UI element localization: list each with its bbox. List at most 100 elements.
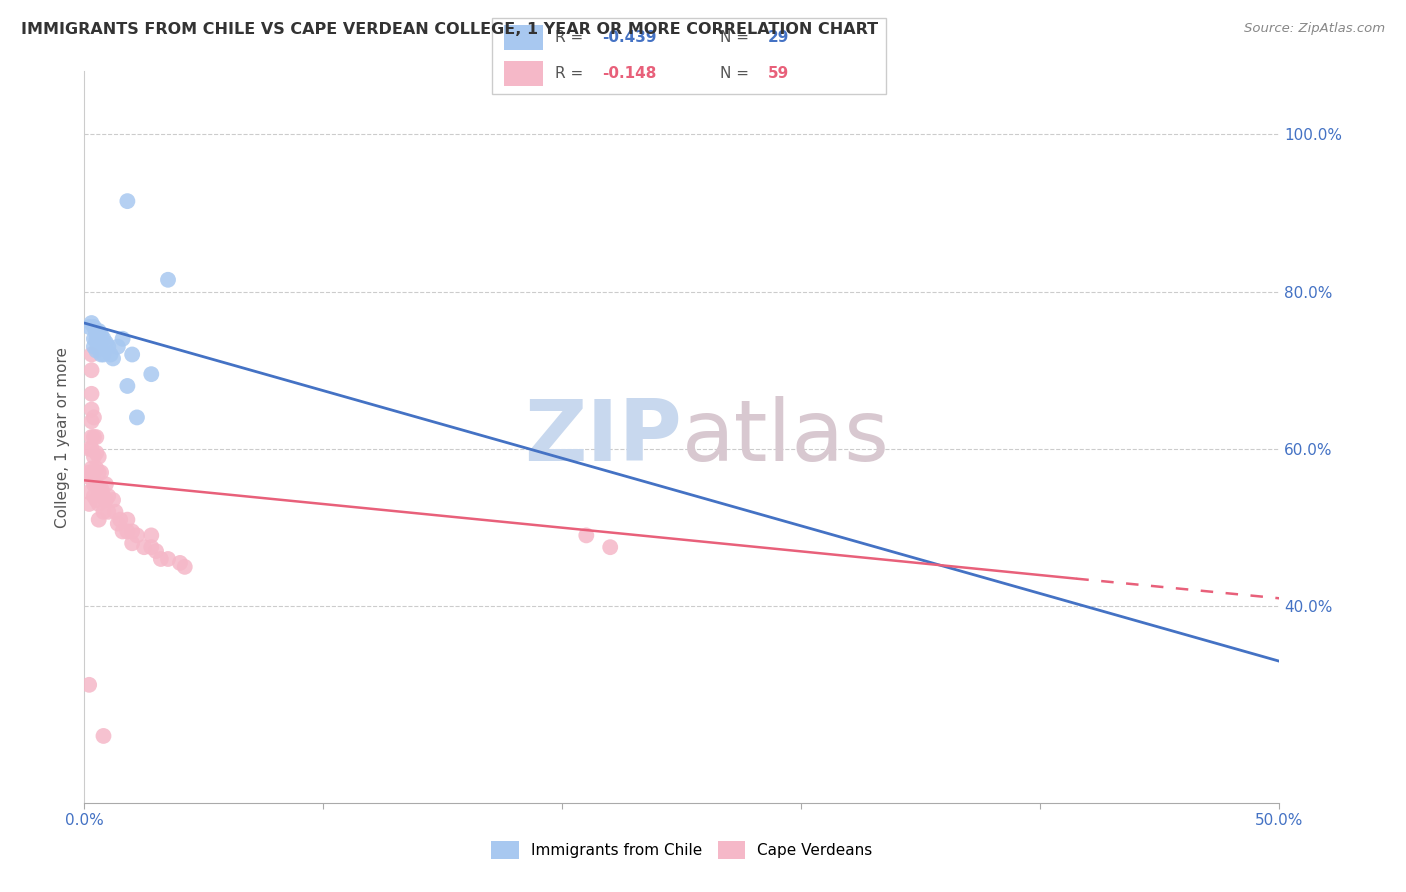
Text: Source: ZipAtlas.com: Source: ZipAtlas.com bbox=[1244, 22, 1385, 36]
Point bbox=[86, 430, 108, 444]
Point bbox=[111, 524, 134, 539]
Point bbox=[83, 320, 105, 334]
Point bbox=[117, 194, 139, 208]
Point bbox=[110, 513, 132, 527]
Legend: Immigrants from Chile, Cape Verdeans: Immigrants from Chile, Cape Verdeans bbox=[485, 835, 879, 864]
Point bbox=[77, 320, 100, 334]
Point bbox=[86, 477, 108, 491]
Point bbox=[121, 347, 143, 361]
Point bbox=[80, 414, 103, 428]
Text: -0.439: -0.439 bbox=[602, 30, 657, 45]
Point bbox=[107, 340, 129, 354]
Point bbox=[90, 466, 112, 480]
Point bbox=[90, 481, 112, 495]
Point bbox=[97, 489, 120, 503]
Point bbox=[87, 332, 110, 346]
Point bbox=[87, 497, 110, 511]
Y-axis label: College, 1 year or more: College, 1 year or more bbox=[55, 347, 70, 527]
Point bbox=[117, 513, 139, 527]
Point bbox=[86, 343, 108, 358]
Point bbox=[83, 430, 105, 444]
Point bbox=[83, 450, 105, 464]
Point bbox=[90, 335, 112, 350]
Point bbox=[145, 544, 167, 558]
Point bbox=[169, 556, 191, 570]
Text: 59: 59 bbox=[768, 66, 789, 81]
Text: N =: N = bbox=[720, 66, 754, 81]
Point bbox=[157, 552, 180, 566]
Point bbox=[87, 466, 110, 480]
Text: 29: 29 bbox=[768, 30, 789, 45]
Point bbox=[132, 540, 156, 554]
Point bbox=[83, 466, 105, 480]
Point bbox=[93, 729, 115, 743]
Point bbox=[77, 466, 100, 480]
Point bbox=[157, 273, 180, 287]
Point bbox=[80, 402, 103, 417]
Text: -0.148: -0.148 bbox=[602, 66, 657, 81]
Point bbox=[83, 489, 105, 503]
Point bbox=[86, 493, 108, 508]
Point bbox=[90, 327, 112, 342]
Point bbox=[83, 477, 105, 491]
Point bbox=[107, 516, 129, 531]
Point bbox=[121, 524, 143, 539]
Point bbox=[80, 442, 103, 456]
Point bbox=[83, 340, 105, 354]
Point bbox=[83, 332, 105, 346]
Point bbox=[94, 493, 117, 508]
Point bbox=[97, 340, 120, 354]
Point bbox=[100, 347, 122, 361]
Point bbox=[87, 450, 110, 464]
Point bbox=[121, 536, 143, 550]
Point bbox=[80, 430, 103, 444]
Point bbox=[575, 528, 598, 542]
Point bbox=[80, 363, 103, 377]
Point bbox=[141, 528, 163, 542]
Point bbox=[94, 335, 117, 350]
Point bbox=[93, 347, 115, 361]
Point bbox=[87, 481, 110, 495]
Point bbox=[86, 461, 108, 475]
Point bbox=[149, 552, 172, 566]
Point bbox=[141, 367, 163, 381]
Text: R =: R = bbox=[555, 30, 588, 45]
Point bbox=[77, 442, 100, 456]
Point bbox=[90, 347, 112, 361]
Point bbox=[87, 513, 110, 527]
Point bbox=[86, 324, 108, 338]
Point bbox=[93, 505, 115, 519]
Point bbox=[117, 524, 139, 539]
Point bbox=[80, 461, 103, 475]
Point bbox=[125, 410, 148, 425]
Point bbox=[97, 505, 120, 519]
Point bbox=[111, 332, 134, 346]
Point bbox=[86, 327, 108, 342]
Point bbox=[80, 347, 103, 361]
Point bbox=[599, 540, 621, 554]
Point bbox=[86, 446, 108, 460]
Bar bbox=[503, 61, 543, 87]
Point bbox=[86, 334, 108, 348]
Point bbox=[173, 559, 195, 574]
Point bbox=[93, 332, 115, 346]
Point bbox=[125, 528, 148, 542]
Point bbox=[77, 678, 100, 692]
Point bbox=[80, 316, 103, 330]
Point bbox=[93, 489, 115, 503]
Text: R =: R = bbox=[555, 66, 588, 81]
Point bbox=[87, 324, 110, 338]
Point bbox=[141, 540, 163, 554]
Point bbox=[101, 351, 124, 366]
Point bbox=[77, 497, 100, 511]
Point bbox=[83, 410, 105, 425]
Point bbox=[77, 485, 100, 500]
Point bbox=[76, 469, 98, 483]
Text: IMMIGRANTS FROM CHILE VS CAPE VERDEAN COLLEGE, 1 YEAR OR MORE CORRELATION CHART: IMMIGRANTS FROM CHILE VS CAPE VERDEAN CO… bbox=[21, 22, 879, 37]
Text: N =: N = bbox=[720, 30, 754, 45]
Point bbox=[80, 387, 103, 401]
Point bbox=[104, 505, 127, 519]
Text: atlas: atlas bbox=[682, 395, 890, 479]
Point bbox=[94, 477, 117, 491]
Point bbox=[101, 493, 124, 508]
